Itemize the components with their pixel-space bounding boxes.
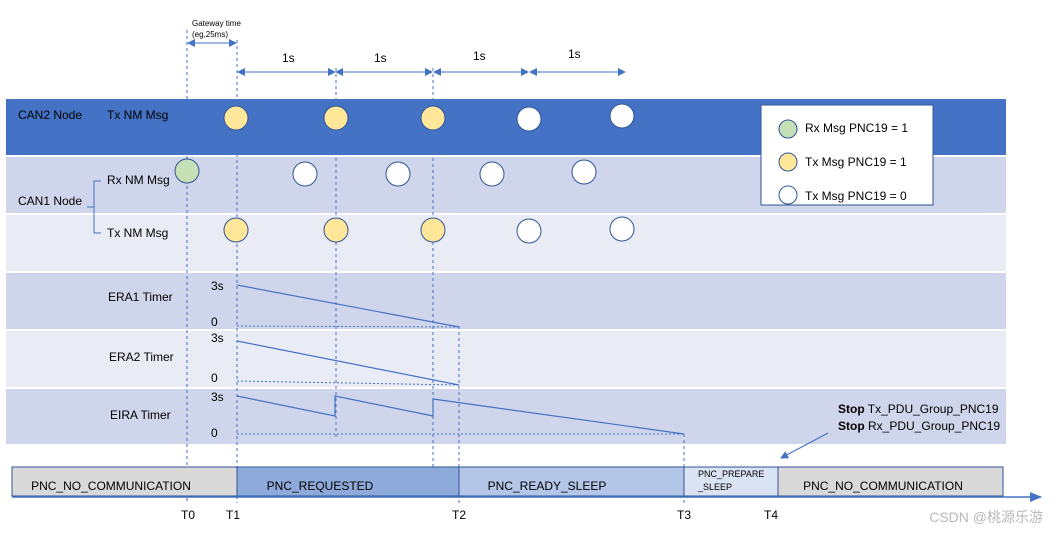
legend-tx-pnc19-0-label: Tx Msg PNC19 = 0 bbox=[805, 189, 907, 203]
watermark: CSDN @桃源乐游 bbox=[929, 509, 1043, 525]
state-no-communication-label: PNC_NO_COMMUNICATION bbox=[31, 479, 191, 493]
msg-tx-pnc19-1 bbox=[223, 217, 249, 243]
timer-ramps bbox=[236, 284, 685, 435]
stop-rx-keyword: Stop bbox=[838, 419, 865, 433]
era2-max-label: 3s bbox=[211, 331, 224, 345]
time-label-t1: T1 bbox=[226, 508, 240, 522]
legend: Rx Msg PNC19 = 1 Tx Msg PNC19 = 1 Tx Msg… bbox=[760, 104, 934, 206]
era2-baseline bbox=[236, 380, 460, 386]
stop-rx-group: Rx_PDU_Group_PNC19 bbox=[865, 419, 1001, 433]
msg-tx-pnc19-0 bbox=[571, 159, 597, 185]
stop-tx-note: Stop Tx_PDU_Group_PNC19 bbox=[838, 402, 999, 416]
time-label-t0: T0 bbox=[181, 508, 195, 522]
interval-label-2: 1s bbox=[374, 51, 387, 65]
interval-label-1: 1s bbox=[282, 51, 295, 65]
legend-tx-pnc19-0-icon bbox=[778, 185, 798, 205]
era1-label: ERA1 Timer bbox=[108, 290, 173, 304]
state-prepare-sleep bbox=[683, 466, 779, 497]
msg-tx-pnc19-0 bbox=[516, 218, 542, 244]
interval-label-3: 1s bbox=[473, 49, 486, 63]
can1-rx-messages bbox=[174, 158, 597, 187]
timer-baselines bbox=[236, 325, 684, 435]
era2-min-label: 0 bbox=[211, 371, 218, 385]
eira-max-label: 3s bbox=[211, 390, 224, 404]
can2-tx-label: Tx NM Msg bbox=[107, 108, 168, 122]
msg-tx-pnc19-0 bbox=[385, 161, 411, 187]
msg-rx-pnc19-1 bbox=[174, 158, 200, 184]
state-no-communication bbox=[11, 466, 238, 497]
msg-tx-pnc19-0 bbox=[609, 103, 635, 129]
eira-band bbox=[6, 389, 1006, 444]
can1-node-label: CAN1 Node bbox=[18, 194, 82, 208]
eira-min-label: 0 bbox=[211, 426, 218, 440]
stop-rx-note: Stop Rx_PDU_Group_PNC19 bbox=[838, 419, 1000, 433]
msg-tx-pnc19-1 bbox=[323, 217, 349, 243]
time-label-t3: T3 bbox=[677, 508, 691, 522]
era1-band bbox=[6, 273, 1006, 329]
legend-rx-pnc19-1-label: Rx Msg PNC19 = 1 bbox=[805, 121, 908, 135]
stop-tx-group: Tx_PDU_Group_PNC19 bbox=[865, 402, 999, 416]
state-ready-sleep bbox=[458, 466, 685, 497]
msg-tx-pnc19-1 bbox=[323, 105, 349, 131]
can1-tx-messages bbox=[223, 216, 635, 244]
msg-tx-pnc19-1 bbox=[223, 105, 249, 131]
era1-min-label: 0 bbox=[211, 315, 218, 329]
can2-node-label: CAN2 Node bbox=[18, 108, 82, 122]
state-requested-label: PNC_REQUESTED bbox=[267, 479, 374, 493]
legend-tx-pnc19-1-label: Tx Msg PNC19 = 1 bbox=[805, 155, 907, 169]
state-no-communication-end-label: PNC_NO_COMMUNICATION bbox=[803, 479, 963, 493]
interval-label-4: 1s bbox=[568, 47, 581, 61]
state-no-communication-end bbox=[777, 466, 1004, 497]
msg-tx-pnc19-0 bbox=[516, 106, 542, 132]
can1-tx-label: Tx NM Msg bbox=[107, 226, 168, 240]
can1-rx-label: Rx NM Msg bbox=[107, 173, 170, 187]
gateway-time-label: Gateway time bbox=[192, 19, 241, 28]
era1-baseline bbox=[236, 325, 460, 328]
era2-band bbox=[6, 331, 1006, 387]
can1-bracket bbox=[87, 180, 101, 234]
can2-tx-messages bbox=[223, 103, 635, 132]
stop-tx-keyword: Stop bbox=[838, 402, 865, 416]
eira-label: EIRA Timer bbox=[110, 408, 171, 422]
state-prepare-sleep-label-2: _SLEEP bbox=[697, 482, 732, 492]
msg-tx-pnc19-0 bbox=[479, 161, 505, 187]
msg-tx-pnc19-1 bbox=[420, 217, 446, 243]
can1-tx-band bbox=[6, 215, 1006, 271]
state-ready-sleep-label: PNC_READY_SLEEP bbox=[488, 479, 607, 493]
time-label-t2: T2 bbox=[452, 508, 466, 522]
era1-ramp bbox=[236, 284, 460, 328]
era2-ramp bbox=[236, 340, 460, 386]
eira-ramp bbox=[236, 395, 685, 435]
msg-tx-pnc19-1 bbox=[420, 105, 446, 131]
stop-note-arrow bbox=[780, 432, 829, 459]
era2-label: ERA2 Timer bbox=[109, 350, 174, 364]
gateway-time-example: (eg,25ms) bbox=[192, 30, 228, 39]
msg-tx-pnc19-0 bbox=[609, 216, 635, 242]
time-label-t4: T4 bbox=[764, 508, 778, 522]
state-prepare-sleep-label-1: PNC_PREPARE bbox=[698, 469, 764, 479]
state-requested bbox=[236, 466, 460, 497]
legend-rx-pnc19-1-icon bbox=[778, 119, 798, 139]
pnc-state-bar: PNC_NO_COMMUNICATION PNC_REQUESTED PNC_R… bbox=[11, 466, 1004, 497]
legend-tx-pnc19-1-icon bbox=[778, 152, 798, 172]
msg-tx-pnc19-0 bbox=[292, 161, 318, 187]
era1-max-label: 3s bbox=[211, 279, 224, 293]
